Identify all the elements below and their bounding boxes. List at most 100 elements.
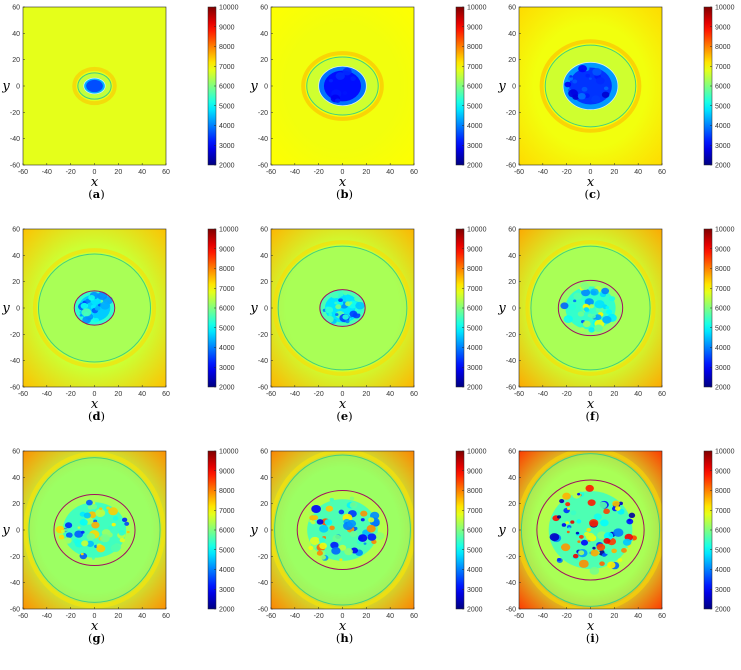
turbulence-blob (79, 314, 83, 317)
x-tick-label: -60 (266, 613, 276, 620)
colorbar-tick-label: 7000 (219, 508, 235, 515)
colorbar-tick-label: 7000 (219, 64, 235, 71)
colorbar-tick-label: 7000 (467, 286, 483, 293)
turbulence-blob (126, 530, 130, 534)
x-axis-label: x (91, 619, 99, 634)
turbulence-blob (563, 315, 573, 324)
colorbar-tick-label: 10000 (219, 5, 239, 12)
x-tick-label: 20 (610, 391, 618, 398)
turbulence-blob (577, 92, 586, 100)
turbulence-blob (106, 506, 110, 510)
colorbar-tick-label: 10000 (467, 449, 487, 456)
y-tick-label: -40 (10, 136, 20, 143)
turbulence-blob (335, 304, 342, 310)
turbulence-blob (83, 312, 89, 317)
colorbar-tick-label: 9000 (219, 24, 235, 31)
colorbar-tick-label: 6000 (219, 84, 235, 91)
turbulence-blob (598, 501, 608, 509)
inner-contour (319, 289, 366, 327)
x-tick-label: -60 (514, 169, 524, 176)
colorbar-tick-label: 6000 (715, 528, 731, 535)
y-tick-label: -20 (258, 110, 268, 117)
x-tick-label: 40 (138, 391, 146, 398)
x-tick-label: -40 (290, 169, 300, 176)
turbulence-blob (601, 91, 610, 98)
colorbar-tick-label: 10000 (715, 449, 735, 456)
y-tick-label: 0 (264, 306, 268, 313)
turbulence-blob (347, 519, 357, 528)
x-tick-label: 20 (114, 169, 122, 176)
y-tick-label: 60 (260, 449, 268, 456)
y-tick-label: 20 (12, 57, 20, 64)
turbulence-blob (96, 544, 106, 553)
y-tick-label: 20 (508, 501, 516, 508)
y-tick-label: -40 (258, 580, 268, 587)
turbulence-blob (605, 305, 610, 309)
turbulence-blob (612, 500, 620, 507)
heatmap-field (271, 451, 414, 609)
x-tick-label: -60 (514, 391, 524, 398)
turbulence-blob (581, 86, 588, 92)
y-axis-label: y (497, 79, 506, 94)
turbulence-blob (580, 282, 590, 290)
turbulence-blob (320, 554, 326, 560)
y-axis-label: y (249, 523, 258, 538)
turbulence-blob (617, 558, 623, 563)
panel-f: -60 -40 -20 0 20 40 60 60 40 20 0 -20 -40 -60 x y 10000 9… (497, 227, 734, 424)
turbulence-blob (349, 310, 358, 318)
turbulence-blob (88, 294, 95, 301)
turbulence-blob (628, 512, 636, 518)
colorbar-tick-label: 2000 (467, 163, 483, 170)
turbulence-blob (603, 508, 610, 515)
turbulence-blob (573, 299, 577, 303)
colorbar-tick-label: 8000 (219, 488, 235, 495)
y-tick-label: 0 (16, 306, 20, 313)
turbulence-blob (82, 316, 91, 324)
panel-e: -60 -40 -20 0 20 40 60 60 40 20 0 -20 -40 -60 x y 10000 9… (249, 227, 486, 424)
turbulence-blob (312, 515, 319, 521)
y-axis-label: y (1, 301, 10, 316)
x-axis-label: x (587, 619, 595, 634)
x-tick-label: 20 (362, 613, 370, 620)
y-tick-label: -20 (506, 554, 516, 561)
turbulence-blob (358, 534, 368, 542)
colorbar-tick-label: 4000 (467, 345, 483, 352)
turbulence-blob (74, 539, 85, 548)
turbulence-blob (595, 306, 604, 314)
x-tick-label: -60 (18, 391, 28, 398)
turbulence-blob (564, 81, 572, 88)
turbulence-blob (356, 511, 360, 514)
colorbar-tick-label: 8000 (219, 44, 235, 51)
turbulence-blob (330, 291, 339, 299)
y-tick-label: -20 (10, 332, 20, 339)
x-tick-label: 60 (658, 391, 666, 398)
x-tick-label: -40 (42, 391, 52, 398)
inner-contour (73, 290, 116, 326)
y-tick-label: 20 (12, 501, 20, 508)
panel-b: -60 -40 -20 0 20 40 60 60 40 20 0 -20 -40 -60 x y 10000 9… (249, 5, 486, 202)
turbulence-blob (319, 542, 327, 550)
turbulence-blob (577, 492, 581, 496)
y-axis-label: y (249, 79, 258, 94)
colorbar-tick-label: 10000 (715, 227, 735, 234)
turbulence-blob (80, 302, 89, 310)
y-tick-label: -20 (258, 332, 268, 339)
inner-contour (53, 493, 136, 567)
colorbar-tick-label: 6000 (219, 528, 235, 535)
colorbar-tick-label: 7000 (219, 286, 235, 293)
turbulence-blob (367, 533, 377, 541)
turbulence-blob (614, 506, 621, 511)
turbulence-blob (79, 518, 88, 526)
colorbar-tick-label: 4000 (219, 567, 235, 574)
x-tick-label: 20 (362, 169, 370, 176)
colorbar-tick-label: 3000 (715, 365, 731, 372)
colorbar-tick-label: 9000 (715, 468, 731, 475)
turbulence-blob (590, 549, 599, 557)
colorbar-tick-label: 4000 (715, 345, 731, 352)
turbulence-blob (606, 309, 613, 315)
panel-a: -60 -40 -20 0 20 40 60 60 40 20 0 -20 -40 -60 x y 10000 9… (1, 5, 238, 202)
turbulence-blob (338, 298, 343, 302)
y-tick-label: 40 (260, 31, 268, 38)
turbulence-blob (567, 527, 571, 530)
x-tick-label: 0 (341, 169, 345, 176)
